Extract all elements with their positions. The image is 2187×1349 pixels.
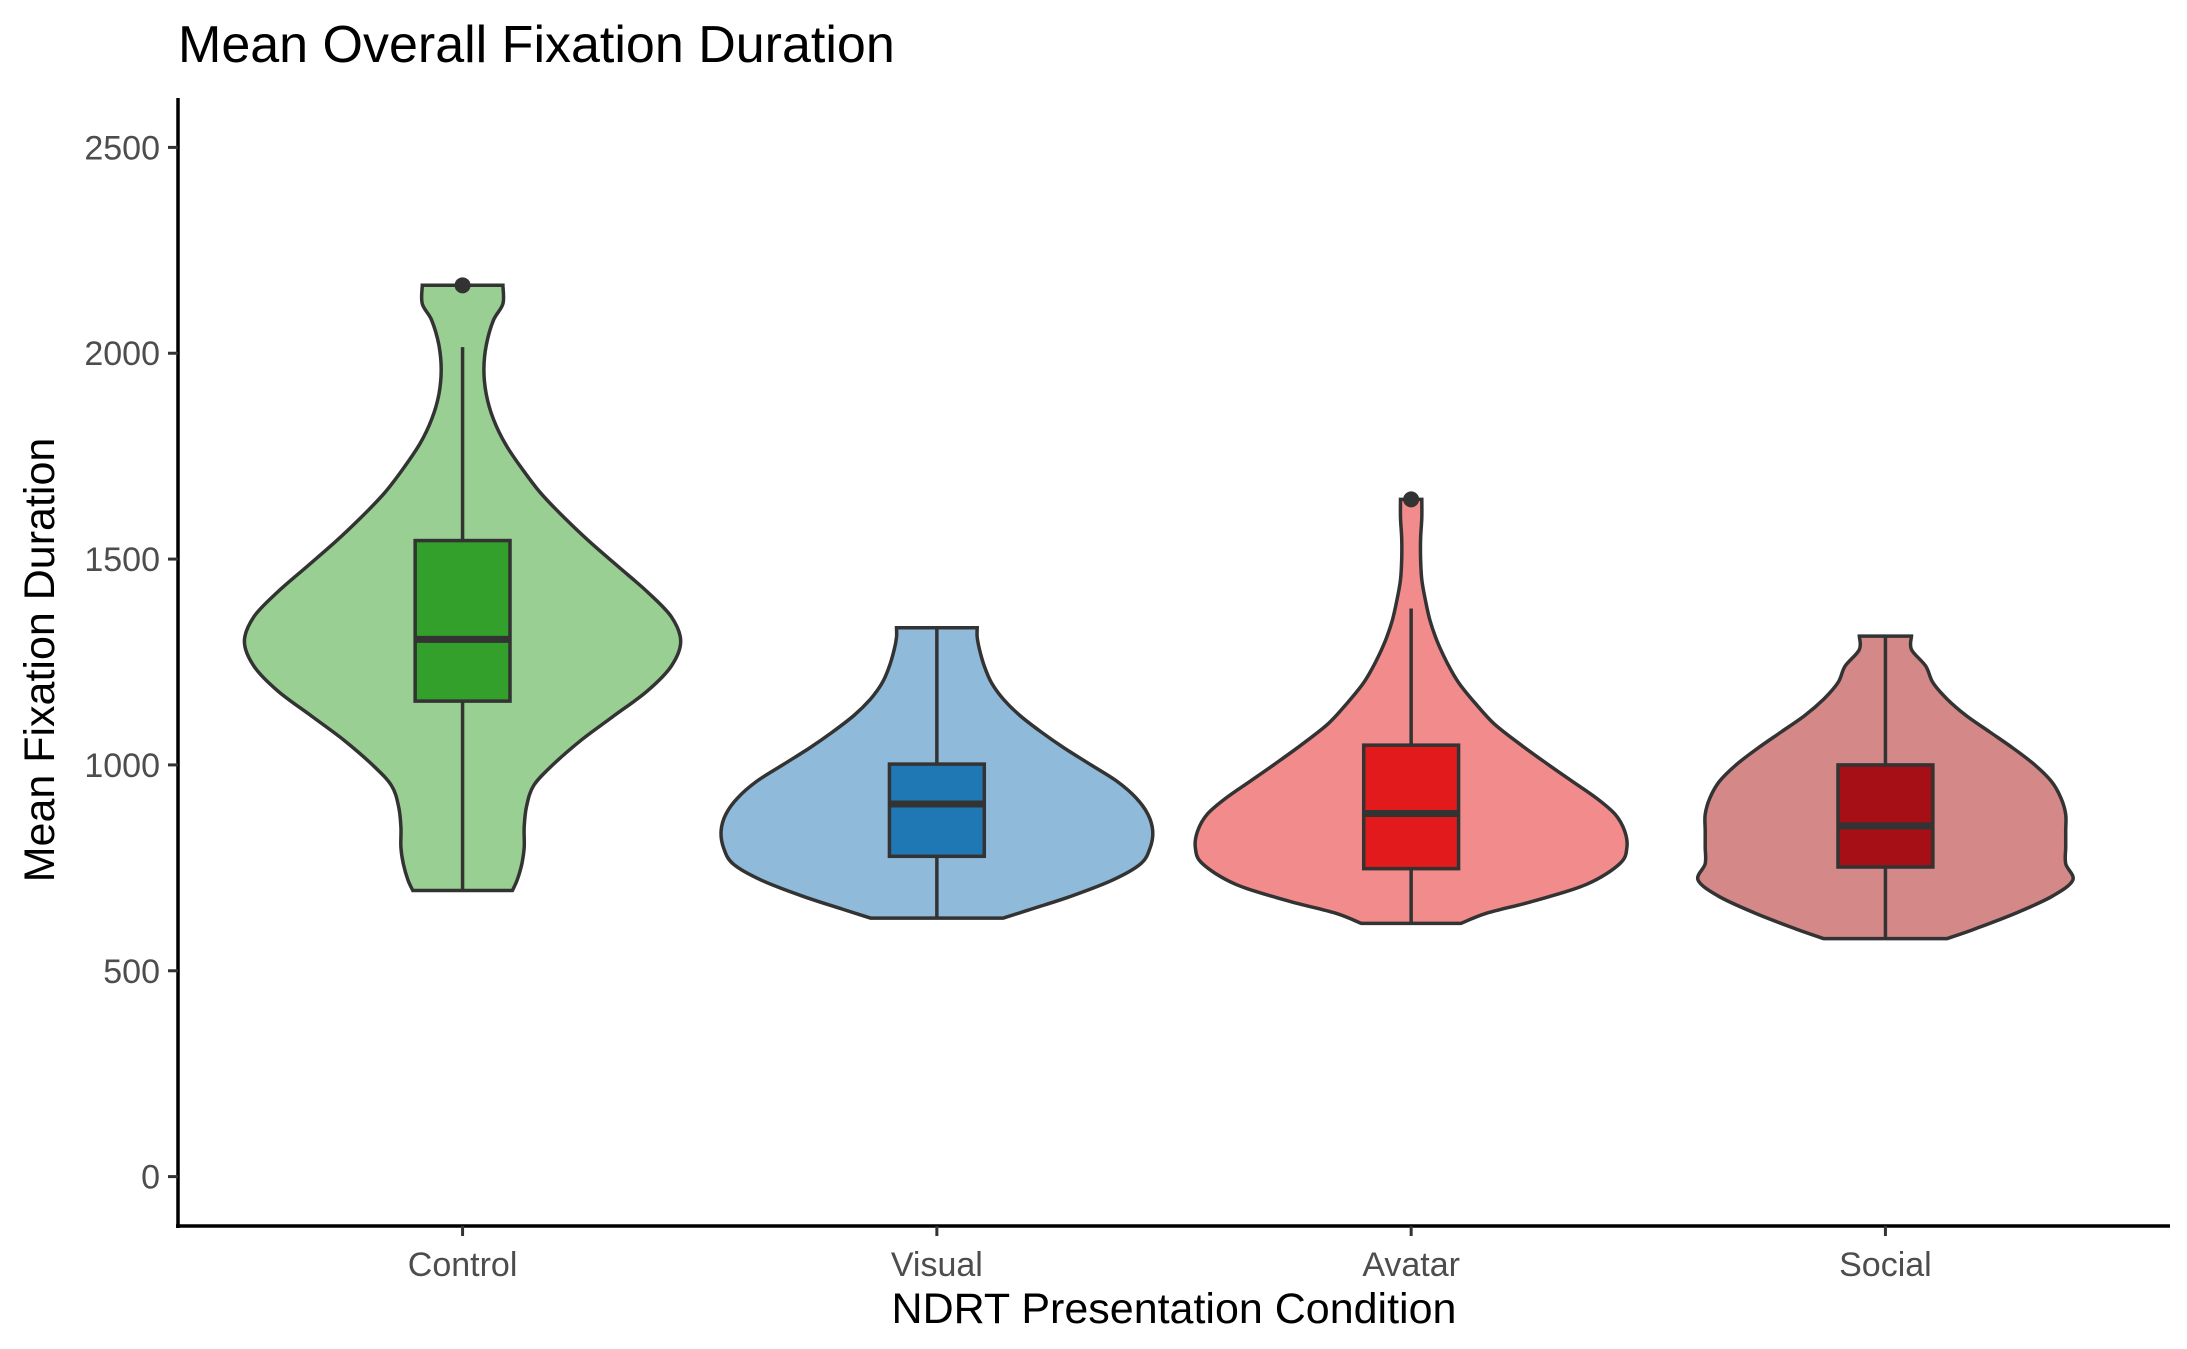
y-tick-label: 2000: [84, 335, 160, 373]
box-control: [413, 538, 512, 703]
plot-area: [242, 277, 2075, 941]
y-tick-label: 1000: [84, 747, 160, 785]
violin-group-social: [1695, 634, 2075, 941]
x-axis-ticks: Control Visual Avatar Social: [408, 1226, 1932, 1284]
y-tick-label: 500: [103, 953, 160, 991]
y-tick-label: 1500: [84, 541, 160, 579]
x-tick-label-social: Social: [1839, 1246, 1932, 1284]
y-axis-label: Mean Fixation Duration: [16, 438, 64, 883]
box-avatar: [1361, 743, 1461, 871]
outlier-point-control: [454, 277, 471, 294]
outlier-point-avatar: [1403, 491, 1420, 508]
y-tick-label: 0: [141, 1159, 160, 1197]
x-tick-label-avatar: Avatar: [1362, 1246, 1460, 1284]
chart-title: Mean Overall Fixation Duration: [178, 16, 895, 74]
box-social: [1836, 763, 1935, 869]
x-tick-label-control: Control: [408, 1246, 518, 1284]
x-tick-label-visual: Visual: [891, 1246, 983, 1284]
box-visual: [887, 762, 987, 859]
violin-group-control: [242, 277, 683, 893]
y-tick-label: 2500: [84, 129, 160, 167]
x-axis-label: NDRT Presentation Condition: [892, 1285, 1457, 1333]
violin-group-avatar: [1193, 491, 1629, 926]
violin-group-visual: [719, 626, 1155, 920]
y-axis-ticks: 0 500 1000 1500 2000 2500: [84, 129, 178, 1197]
